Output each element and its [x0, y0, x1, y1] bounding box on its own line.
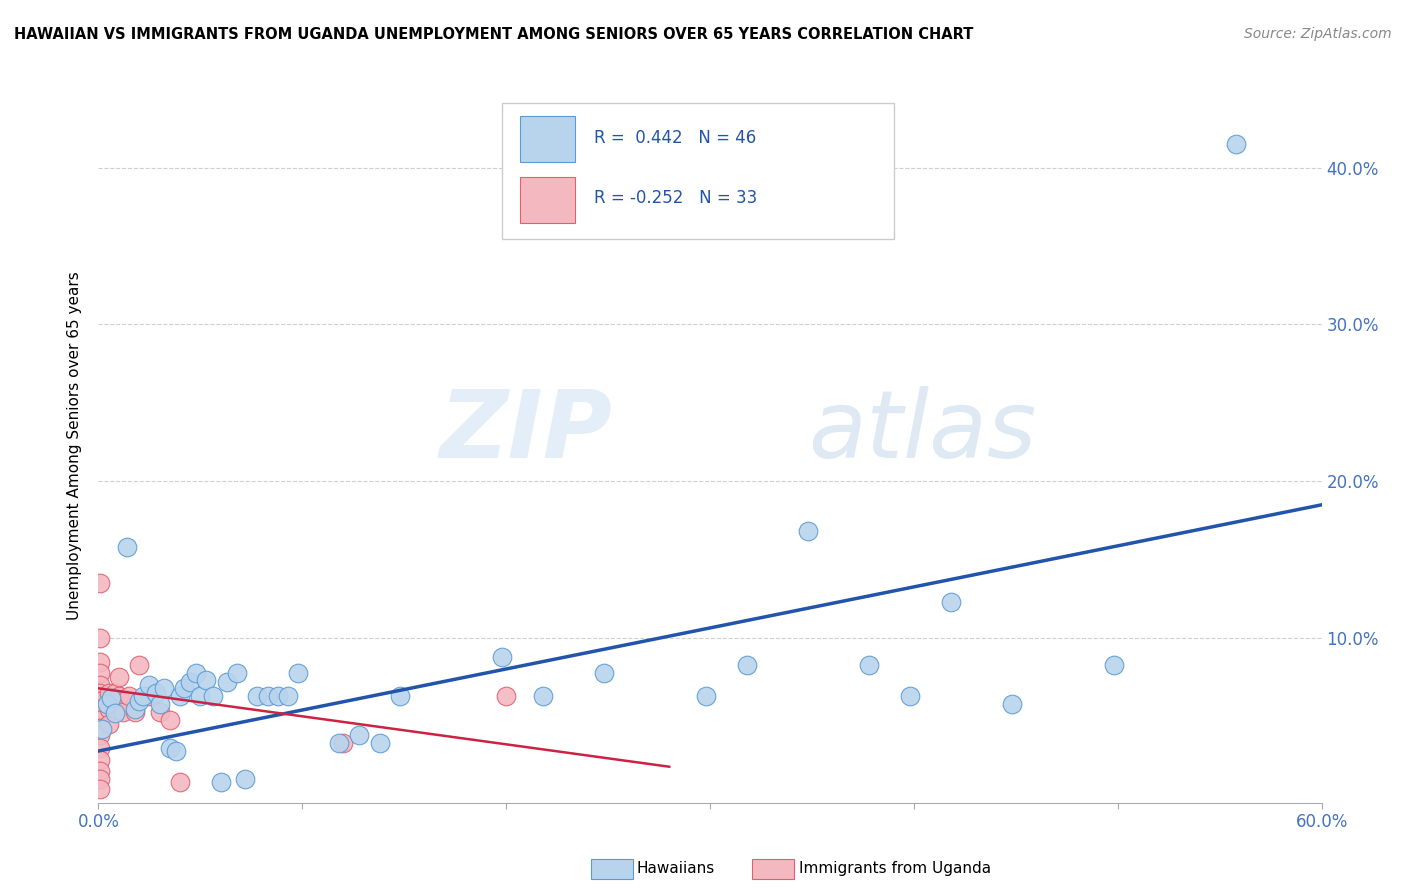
Point	[328, 736, 350, 750]
Point	[735, 657, 758, 672]
Point	[287, 665, 309, 680]
Point	[898, 689, 921, 703]
Text: ZIP: ZIP	[439, 385, 612, 478]
Point	[104, 702, 127, 716]
Point	[132, 689, 155, 703]
Point	[97, 702, 120, 716]
Point	[100, 690, 122, 705]
Point	[118, 689, 141, 703]
Point	[349, 728, 371, 742]
Point	[89, 655, 111, 669]
Point	[169, 689, 191, 703]
Point	[159, 713, 181, 727]
Point	[89, 686, 111, 700]
Point	[124, 702, 146, 716]
Point	[368, 736, 391, 750]
Point	[215, 675, 238, 690]
Bar	[520, 116, 575, 162]
Point	[1001, 697, 1024, 711]
Point	[169, 775, 191, 789]
Point	[89, 754, 111, 768]
Point	[858, 657, 880, 672]
Point	[173, 681, 195, 696]
Point	[89, 702, 111, 716]
Point	[389, 689, 412, 703]
Point	[89, 631, 111, 645]
Point	[89, 721, 111, 735]
Point	[89, 694, 111, 708]
Point	[593, 665, 616, 680]
Y-axis label: Unemployment Among Seniors over 65 years: Unemployment Among Seniors over 65 years	[67, 272, 83, 620]
Point	[209, 775, 232, 789]
Point	[124, 705, 146, 719]
Point	[89, 576, 111, 591]
Point	[165, 744, 187, 758]
Point	[128, 694, 150, 708]
FancyBboxPatch shape	[502, 103, 894, 239]
Point	[267, 689, 290, 703]
Text: Hawaiians: Hawaiians	[637, 862, 716, 876]
Point	[149, 705, 172, 719]
Bar	[520, 177, 575, 223]
Point	[111, 705, 134, 719]
Text: R =  0.442   N = 46: R = 0.442 N = 46	[593, 128, 756, 146]
Point	[233, 772, 256, 787]
Point	[226, 665, 249, 680]
Point	[97, 717, 120, 731]
Text: Source: ZipAtlas.com: Source: ZipAtlas.com	[1244, 27, 1392, 41]
Point	[128, 657, 150, 672]
Point	[108, 670, 131, 684]
Point	[495, 689, 517, 703]
Point	[96, 697, 118, 711]
Point	[89, 665, 111, 680]
Point	[491, 649, 513, 664]
Point	[695, 689, 717, 703]
Point	[145, 686, 167, 700]
Point	[256, 689, 278, 703]
Point	[277, 689, 299, 703]
Text: Immigrants from Uganda: Immigrants from Uganda	[799, 862, 991, 876]
Point	[939, 595, 962, 609]
Point	[1225, 137, 1247, 152]
Point	[797, 524, 820, 539]
Point	[91, 722, 114, 736]
Point	[104, 686, 127, 700]
Text: R = -0.252   N = 33: R = -0.252 N = 33	[593, 189, 756, 207]
Point	[186, 665, 208, 680]
Text: HAWAIIAN VS IMMIGRANTS FROM UGANDA UNEMPLOYMENT AMONG SENIORS OVER 65 YEARS CORR: HAWAIIAN VS IMMIGRANTS FROM UGANDA UNEMP…	[14, 27, 973, 42]
Point	[1102, 657, 1125, 672]
Point	[195, 673, 218, 688]
Point	[89, 781, 111, 796]
Point	[104, 706, 127, 721]
Point	[179, 675, 201, 690]
Point	[97, 686, 120, 700]
Point	[89, 772, 111, 787]
Point	[246, 689, 269, 703]
Point	[89, 764, 111, 779]
Point	[89, 740, 111, 755]
Text: atlas: atlas	[808, 386, 1036, 477]
Point	[159, 740, 181, 755]
Point	[149, 697, 172, 711]
Point	[89, 728, 111, 742]
Point	[531, 689, 554, 703]
Point	[138, 678, 160, 692]
Point	[332, 736, 354, 750]
Point	[152, 681, 174, 696]
Point	[188, 689, 212, 703]
Point	[201, 689, 224, 703]
Point	[108, 689, 131, 703]
Point	[138, 689, 160, 703]
Point	[89, 713, 111, 727]
Point	[115, 540, 138, 554]
Point	[89, 678, 111, 692]
